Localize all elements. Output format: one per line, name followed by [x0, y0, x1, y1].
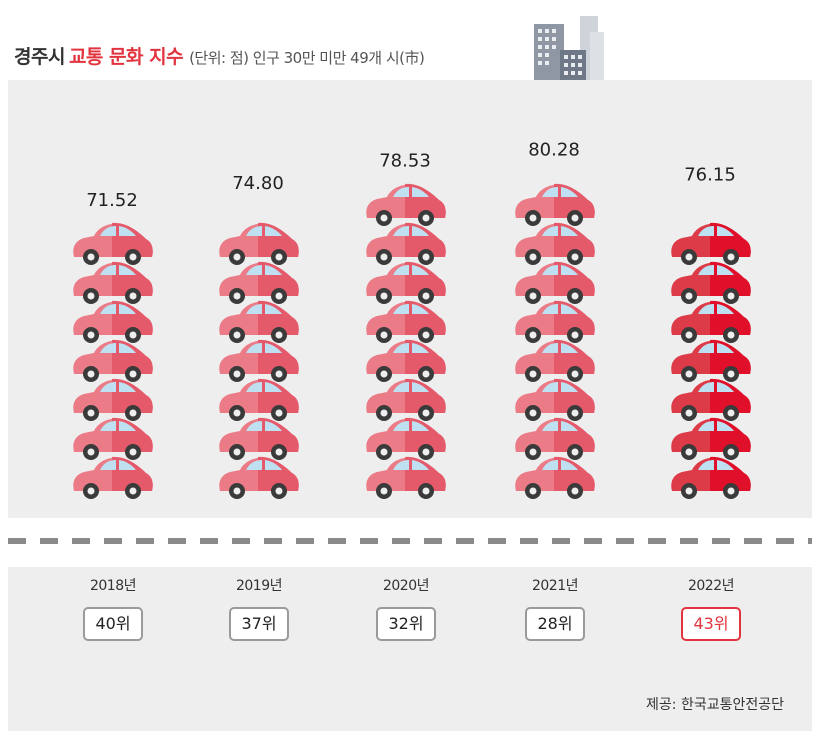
year-label: 2020년 [382, 578, 430, 594]
year-label: 2021년 [531, 578, 579, 594]
car-icon [671, 222, 751, 265]
rank-badge: 40위 [83, 607, 143, 641]
bar-2018년: 71.52 [73, 190, 153, 499]
unit-note: (단위: 점) 인구 30만 미만 49개 시(市) [189, 49, 425, 67]
car-bar-chart: 71.52 74.80 78.53 80.28 76.15 [73, 139, 751, 499]
rank-col: 2022년 43위 [656, 575, 766, 641]
car-icon [515, 183, 595, 226]
rank-badge-highlight: 43위 [681, 607, 741, 641]
car-icon [366, 300, 446, 343]
car-icon [73, 339, 153, 382]
car-icon [515, 222, 595, 265]
car-icon [671, 417, 751, 460]
year-label: 2019년 [235, 578, 283, 594]
title-city: 경주시 [14, 46, 65, 68]
car-icon [73, 261, 153, 304]
rank-badge: 32위 [376, 607, 436, 641]
divider-dashes [8, 538, 812, 544]
car-icon [515, 300, 595, 343]
car-icon [219, 222, 299, 265]
car-icon [366, 183, 446, 226]
rank-col: 2019년 37위 [204, 575, 314, 641]
car-icon [515, 378, 595, 421]
buildings-icon [534, 16, 604, 82]
car-icon [671, 300, 751, 343]
bar-2019년: 74.80 [219, 173, 299, 499]
car-icon [73, 378, 153, 421]
rank-badge: 28위 [525, 607, 585, 641]
car-icon-partial [671, 188, 751, 222]
car-icon [219, 261, 299, 304]
source-credit: 제공: 한국교통안전공단 [646, 697, 784, 713]
car-icon [73, 417, 153, 460]
year-label: 2022년 [687, 578, 735, 594]
bar-2020년: 78.53 [366, 150, 446, 499]
bar-2022년: 76.15 [671, 164, 751, 499]
car-icon [366, 339, 446, 382]
chart-panel: 71.52 74.80 78.53 80.28 76.15 [8, 80, 812, 518]
car-icon [219, 378, 299, 421]
car-icon [515, 261, 595, 304]
car-icon [515, 339, 595, 382]
chart-title: 경주시 교통 문화 지수 (단위: 점) 인구 30만 미만 49개 시(市) [14, 42, 425, 69]
car-icon [515, 456, 595, 499]
car-icon [219, 456, 299, 499]
car-icon [366, 378, 446, 421]
car-icon [73, 456, 153, 499]
car-icon [366, 261, 446, 304]
value-label: 78.53 [379, 150, 431, 171]
value-label: 80.28 [528, 139, 580, 160]
rank-panel: 2018년 40위 2019년 37위 2020년 32위 2021년 28위 … [8, 567, 812, 731]
rank-col: 2021년 28위 [500, 575, 610, 641]
value-label: 76.15 [684, 164, 736, 185]
car-icon [366, 222, 446, 265]
car-icon [219, 417, 299, 460]
value-label: 74.80 [232, 173, 284, 194]
rank-col: 2020년 32위 [351, 575, 461, 641]
car-icon [671, 378, 751, 421]
car-icon [219, 300, 299, 343]
car-icon [671, 339, 751, 382]
value-label: 71.52 [86, 190, 138, 211]
rank-col: 2018년 40위 [58, 575, 168, 641]
car-icon [515, 417, 595, 460]
car-icon [219, 339, 299, 382]
car-icon [671, 456, 751, 499]
year-label: 2018년 [89, 578, 137, 594]
car-icon [366, 417, 446, 460]
car-icon [73, 222, 153, 265]
title-index: 교통 문화 지수 [68, 46, 184, 68]
bar-2021년: 80.28 [515, 139, 595, 499]
rank-badge: 37위 [229, 607, 289, 641]
car-icon [366, 456, 446, 499]
car-icon [73, 300, 153, 343]
car-icon [671, 261, 751, 304]
